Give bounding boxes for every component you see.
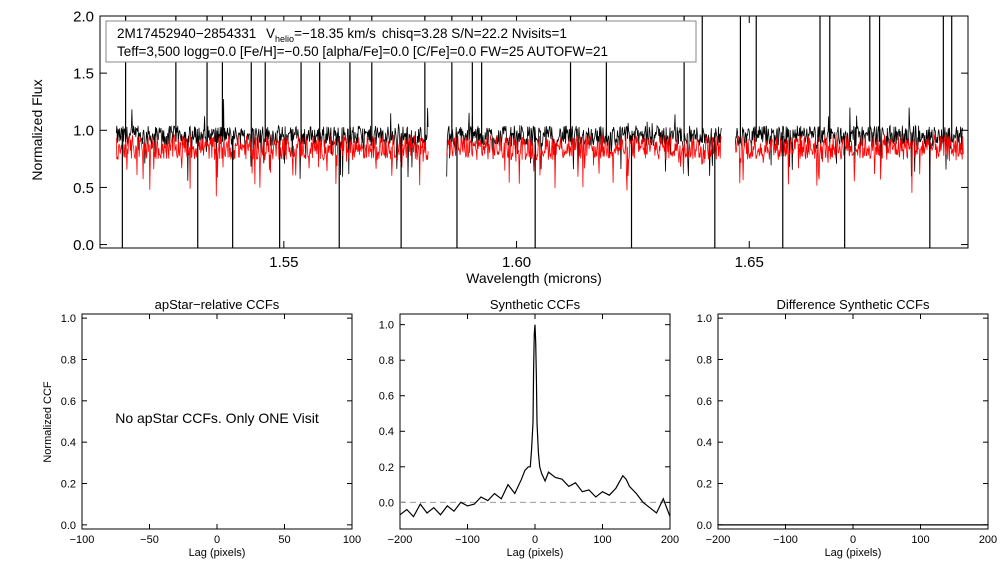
star-id: 2M17452940−2854331	[117, 26, 256, 41]
no-ccf-message: No apStar CCFs. Only ONE Visit	[115, 410, 319, 426]
synthetic-ccf-x-tick-label: −100	[455, 534, 480, 546]
spectrum-y-tick-label: 1.0	[73, 123, 94, 140]
legend-line-1: 2M17452940−2854331 Vhelio=−18.35 km/s chi…	[117, 26, 567, 44]
synthetic-ccf-y-tick-label: 0.0	[379, 497, 394, 509]
spectrum-legend-box	[105, 20, 697, 63]
difference-ccf-x-tick-label: −100	[773, 534, 798, 546]
synthetic-ccf-y-tick-label: 0.6	[379, 391, 394, 403]
spectrum-y-axis-label: Normalized Flux	[29, 79, 45, 180]
spectrum-y-tick-label: 1.5	[73, 66, 94, 83]
difference-ccf-y-tick-label: 0.4	[697, 437, 712, 449]
difference-ccf-panel: −200 −100 0 100 200 0.0 0.2 0.4 0.6 0.8 1.0 Differ…	[697, 297, 997, 559]
spectrum-panel: 1.55 1.60 1.65 0.0 0.5 1.0 1.5 2.0 2M17452940−2…	[29, 8, 969, 286]
difference-ccf-x-tick-label: 0	[850, 534, 856, 546]
spectrum-x-axis-label: Wavelength (microns)	[466, 270, 602, 286]
spectrum-x-tick-label: 1.55	[269, 254, 298, 271]
synthetic-ccf-y-tick-label: 1.0	[379, 320, 394, 332]
synthetic-ccf-panel: −200 −100 0 100 200 0.0 0.2 0.4 0.6 0.8 1.0 Synthe…	[379, 297, 679, 559]
synthetic-ccf-y-tick-label: 0.4	[379, 426, 394, 438]
spectrum-x-tick-label: 1.60	[502, 254, 531, 271]
synthetic-ccf-title: Synthetic CCFs	[490, 297, 581, 312]
spectrum-plot-frame	[99, 15, 969, 249]
vhelio-value: =−18.35 km/s	[294, 26, 376, 41]
apstar-ccf-y-axis-label: Normalized CCF	[42, 381, 54, 463]
spectrum-y-tick-label: 2.0	[73, 8, 94, 25]
legend-line-2: Teff=3,500 logg=0.0 [Fe/H]=−0.50 [alpha/…	[117, 44, 608, 59]
difference-ccf-y-tick-label: 0.2	[697, 478, 712, 490]
spectrum-lines	[115, 98, 964, 197]
apstar-ccf-x-tick-label: 0	[214, 534, 220, 546]
synthetic-ccf-x-tick-label: −200	[388, 534, 413, 546]
apstar-ccf-y-tick-label: 0.8	[61, 354, 76, 366]
difference-ccf-x-tick-label: 100	[911, 534, 929, 546]
vhelio-subscript: helio	[275, 34, 294, 44]
difference-ccf-y-tick-label: 0.8	[697, 354, 712, 366]
apstar-ccf-panel: −100 −50 0 50 100 0.0 0.2 0.4 0.6 0.8 1.0 apStar−r…	[42, 297, 361, 559]
apstar-ccf-x-tick-label: −100	[70, 534, 95, 546]
difference-ccf-x-tick-label: −200	[706, 534, 731, 546]
synthetic-ccf-x-tick-label: 200	[661, 534, 679, 546]
apstar-ccf-x-axis-label: Lag (pixels)	[189, 547, 246, 559]
spectrum-x-tick-label: 1.65	[735, 254, 764, 271]
spectrum-y-tick-label: 0.5	[73, 180, 94, 197]
synthetic-ccf-x-tick-label: 0	[532, 534, 538, 546]
synthetic-ccf-line	[399, 324, 671, 518]
synthetic-ccf-x-axis-label: Lag (pixels)	[507, 547, 564, 559]
spectrum-series-line	[115, 134, 964, 197]
apstar-ccf-y-tick-label: 0.2	[61, 478, 76, 490]
legend-stats: chisq=3.28 S/N=22.2 Nvisits=1	[382, 26, 567, 41]
difference-ccf-y-tick-label: 0.0	[697, 520, 712, 532]
synthetic-ccf-x-tick-label: 100	[593, 534, 611, 546]
difference-ccf-y-tick-label: 1.0	[697, 313, 712, 325]
difference-ccf-title: Difference Synthetic CCFs	[777, 297, 930, 312]
vhelio-symbol: V	[266, 26, 275, 41]
synthetic-ccf-y-tick-label: 0.8	[379, 355, 394, 367]
apstar-ccf-x-tick-label: 100	[343, 534, 361, 546]
apstar-ccf-x-tick-label: −50	[140, 534, 159, 546]
difference-ccf-x-axis-label: Lag (pixels)	[825, 547, 882, 559]
difference-ccf-x-tick-label: 200	[979, 534, 997, 546]
spectrum-y-tick-label: 0.0	[73, 237, 94, 254]
apstar-ccf-y-tick-label: 0.4	[61, 437, 76, 449]
apstar-ccf-y-tick-label: 1.0	[61, 313, 76, 325]
apstar-ccf-x-tick-label: 50	[278, 534, 290, 546]
apstar-ccf-y-tick-label: 0.6	[61, 396, 76, 408]
apstar-ccf-y-tick-label: 0.0	[61, 520, 76, 532]
difference-ccf-y-tick-label: 0.6	[697, 396, 712, 408]
apstar-ccf-title: apStar−relative CCFs	[155, 297, 280, 312]
synthetic-ccf-y-tick-label: 0.2	[379, 462, 394, 474]
